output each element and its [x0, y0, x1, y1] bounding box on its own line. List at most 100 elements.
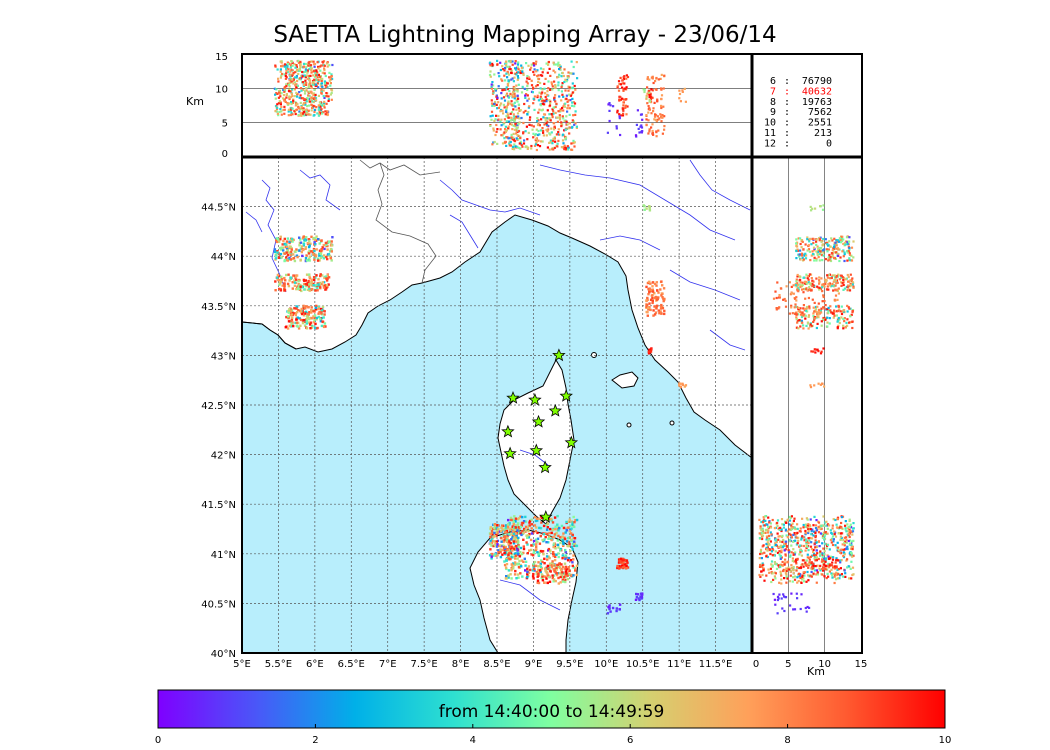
lightning-source-point — [825, 279, 828, 282]
lightning-source-point — [802, 324, 805, 327]
lightning-source-point — [326, 65, 329, 68]
lightning-source-point — [509, 112, 512, 115]
lightning-source-point — [525, 534, 528, 537]
lightning-source-point — [846, 242, 849, 246]
lightning-source-point — [513, 561, 517, 564]
lightning-source-point — [320, 104, 323, 107]
lightning-source-point — [816, 571, 819, 574]
lightning-source-point — [762, 563, 765, 566]
lightning-source-point — [837, 273, 840, 276]
lightning-source-point — [800, 315, 804, 319]
lightning-source-point — [607, 605, 610, 609]
lightning-source-point — [511, 95, 515, 98]
lightning-source-point — [648, 107, 651, 110]
capraia-islet — [591, 352, 597, 358]
lightning-source-point — [516, 538, 519, 542]
lightning-source-point — [626, 75, 630, 79]
lightning-source-point — [780, 597, 783, 600]
lightning-source-point — [569, 94, 572, 97]
lightning-source-point — [809, 289, 812, 292]
lightning-source-point — [489, 548, 492, 551]
lightning-source-point — [319, 69, 322, 72]
lightning-source-point — [805, 544, 808, 547]
lightning-source-point — [773, 527, 776, 530]
lightning-source-point — [511, 138, 514, 141]
lightning-source-point — [503, 69, 506, 72]
lightning-source-point — [512, 540, 515, 543]
lightning-source-point — [766, 544, 769, 547]
lat-tick-label: 44.5°N — [201, 203, 236, 214]
lightning-source-point — [308, 289, 311, 292]
lightning-source-point — [848, 289, 852, 292]
lightning-source-point — [848, 519, 851, 522]
lightning-source-point — [839, 559, 842, 562]
lightning-source-point — [296, 310, 299, 314]
lightning-source-point — [822, 562, 825, 565]
lightning-source-point — [491, 104, 494, 107]
lightning-source-point — [788, 539, 791, 542]
lightning-source-point — [815, 519, 818, 522]
lightning-source-point — [493, 526, 496, 530]
lightning-source-point — [495, 130, 498, 133]
lightning-source-point — [844, 575, 847, 578]
lightning-source-point — [563, 562, 567, 565]
lightning-source-point — [516, 541, 520, 544]
lightning-source-point — [792, 572, 795, 575]
lightning-source-point — [830, 276, 833, 280]
lightning-source-point — [844, 572, 847, 575]
station-star-icon — [559, 388, 573, 402]
lightning-source-point — [794, 297, 797, 300]
lightning-source-point — [297, 327, 301, 330]
lightning-source-point — [802, 523, 805, 527]
lightning-source-point — [532, 563, 535, 566]
lightning-source-point — [507, 120, 511, 123]
lightning-source-point — [317, 312, 320, 315]
lightning-source-point — [544, 77, 547, 80]
lightning-source-point — [645, 299, 648, 302]
lightning-source-point — [512, 108, 515, 111]
lightning-source-point — [492, 535, 495, 539]
lightning-source-point — [554, 63, 557, 66]
lightning-source-point — [286, 70, 289, 73]
lightning-source-point — [503, 141, 507, 144]
lightning-source-point — [848, 577, 851, 580]
lightning-source-point — [501, 553, 504, 556]
lightning-source-point — [648, 291, 651, 294]
lightning-source-point — [544, 95, 547, 99]
lightning-source-point — [817, 350, 820, 353]
lightning-source-point — [531, 575, 535, 578]
lightning-source-point — [526, 552, 529, 555]
lightning-source-point — [315, 99, 318, 102]
lightning-source-point — [797, 249, 800, 252]
station-count-value: 2551 — [808, 118, 832, 129]
lat-tick-label: 41.5°N — [201, 500, 236, 511]
lightning-source-point — [823, 538, 826, 541]
lightning-source-point — [502, 96, 506, 99]
lightning-source-point — [787, 566, 790, 569]
lightning-source-point — [804, 297, 807, 300]
lightning-source-point — [320, 82, 323, 85]
lightning-source-point — [328, 240, 331, 243]
lightning-source-point — [647, 306, 650, 310]
lightning-source-point — [285, 251, 288, 254]
lightning-source-point — [325, 85, 328, 88]
lightning-source-point — [305, 113, 308, 116]
lightning-source-point — [290, 308, 294, 312]
italy-coastline — [242, 321, 297, 350]
lightning-source-point — [546, 71, 549, 74]
lightning-source-point — [534, 139, 537, 142]
lightning-source-point — [299, 238, 302, 241]
lightning-source-point — [299, 111, 302, 114]
lightning-source-point — [529, 116, 532, 119]
lightning-source-point — [514, 117, 517, 120]
lightning-source-point — [770, 580, 773, 584]
lightning-source-point — [298, 107, 301, 110]
lightning-source-point — [607, 103, 610, 106]
lightning-source-point — [780, 556, 783, 559]
lightning-source-point — [651, 300, 654, 303]
lightning-source-point — [615, 125, 618, 128]
lightning-source-point — [571, 523, 574, 526]
lightning-source-point — [823, 278, 827, 281]
lightning-source-point — [796, 319, 799, 322]
lightning-source-point — [290, 101, 293, 104]
